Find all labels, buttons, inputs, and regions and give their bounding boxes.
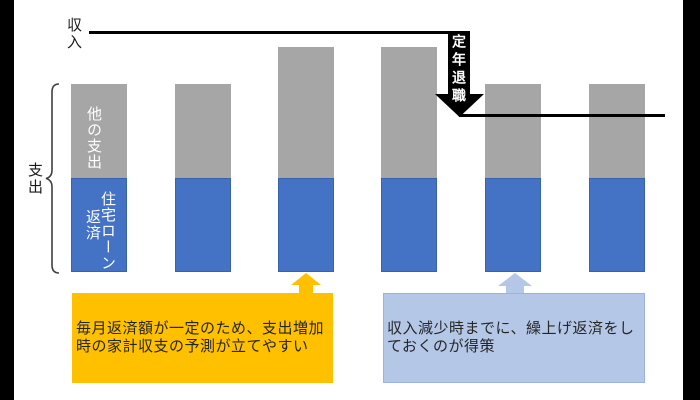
- stacked-bar: [589, 0, 645, 400]
- bar-segment-other-expenses: [175, 84, 231, 178]
- arrow-stem: [506, 286, 524, 293]
- stacked-bar: [278, 0, 334, 400]
- other-expense-label: 他の支出: [85, 106, 102, 170]
- mortgage-label-col1: 住宅ローン: [99, 191, 116, 271]
- retirement-banner-label: 定年退職: [451, 34, 467, 106]
- bar-segment-mortgage: [175, 178, 231, 272]
- stacked-bar: [175, 0, 231, 400]
- callout-left-line1: 毎月返済額が一定のため、支出増加: [76, 319, 325, 337]
- stacked-bar: [381, 0, 437, 400]
- arrow-head: [498, 273, 532, 286]
- callout-left-arrow-icon: [291, 273, 321, 293]
- callout-right: 収入減少時までに、繰上げ返済をし ておくのが得策: [383, 293, 645, 383]
- bar-segment-other-expenses: [71, 84, 127, 178]
- bar-segment-other-expenses: [278, 47, 334, 178]
- callout-left-line2: 時の家計収支の予測が立てやすい: [76, 338, 309, 355]
- bar-segment-mortgage: [381, 178, 437, 272]
- mortgage-label-col2: 返済: [84, 209, 101, 241]
- arrow-stem: [299, 285, 313, 293]
- arrow-head: [291, 273, 321, 285]
- bar-segment-other-expenses: [589, 84, 645, 178]
- callout-left: 毎月返済額が一定のため、支出増加 時の家計収支の予測が立てやすい: [72, 293, 333, 383]
- callout-right-line2: ておくのが得策: [387, 338, 496, 355]
- bar-segment-other-expenses: [381, 47, 437, 178]
- stacked-bar: [485, 0, 541, 400]
- bar-segment-other-expenses: [485, 84, 541, 178]
- stacked-bar: [71, 0, 127, 400]
- expense-label: 支出: [26, 162, 43, 196]
- income-label: 収入: [65, 17, 82, 51]
- bar-segment-mortgage: [589, 178, 645, 272]
- bar-segment-mortgage: [278, 178, 334, 272]
- callout-right-arrow-icon: [498, 273, 532, 293]
- bar-segment-mortgage: [71, 178, 127, 272]
- bar-segment-mortgage: [485, 178, 541, 272]
- callout-right-line1: 収入減少時までに、繰上げ返済をし: [387, 319, 635, 337]
